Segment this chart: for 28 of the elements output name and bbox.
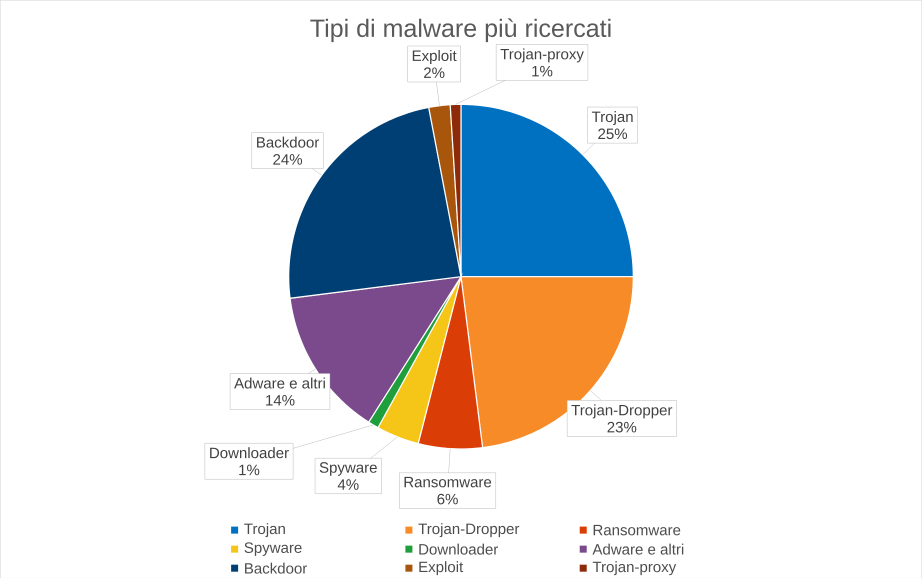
legend-label: Trojan: [244, 522, 285, 537]
slice-label: Trojan-Dropper: [571, 404, 672, 418]
data-label: 2%: [424, 67, 444, 78]
chart-title: Tipi di malware più ricercati: [310, 18, 610, 42]
legend-label: Trojan-proxy: [592, 560, 676, 575]
legend-label: Backdoor: [245, 562, 308, 574]
slice-label: Trojan: [592, 110, 633, 125]
slice-label: Ransomware: [404, 476, 492, 488]
data-label: 25%: [598, 128, 628, 139]
legend-label: Exploit: [419, 560, 464, 575]
data-label: 24%: [273, 154, 302, 164]
legend-label: Ransomware: [594, 524, 680, 536]
data-label: 1%: [532, 66, 552, 76]
legend-label: Trojan-Dropper: [418, 522, 520, 537]
data-label: 1%: [239, 464, 260, 476]
data-label: 4%: [338, 479, 359, 490]
data-label: 14%: [266, 394, 294, 406]
legend-label: Spyware: [244, 542, 302, 556]
legend-label: Downloader: [419, 543, 498, 554]
data-label: 23%: [608, 422, 636, 432]
slice-label: Exploit: [412, 50, 457, 64]
slice-label: Spyware: [320, 462, 377, 476]
slice-label: Adware e altri: [234, 377, 325, 388]
data-label: 6%: [437, 494, 458, 504]
slice-label: Trojan-proxy: [500, 48, 584, 62]
slice-label: Downloader: [210, 447, 289, 458]
legend-label: Adware e altri: [592, 543, 684, 554]
slice-label: Backdoor: [257, 136, 320, 148]
